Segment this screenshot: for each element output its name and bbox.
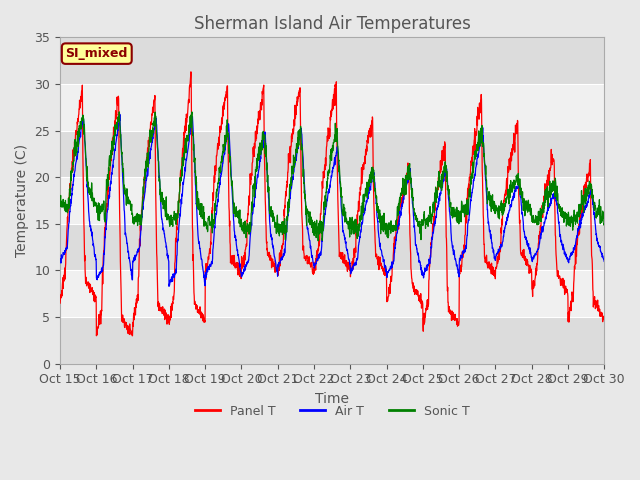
Sonic T — [553, 188, 561, 193]
Panel T — [600, 313, 608, 319]
Bar — [60, 224, 604, 270]
Panel T — [360, 160, 368, 166]
Sonic T — [348, 215, 356, 220]
Panel T — [491, 273, 499, 279]
Air T — [209, 258, 216, 264]
Air T — [360, 210, 368, 216]
Panel T — [553, 260, 561, 265]
Panel T — [93, 333, 100, 338]
Air T — [56, 259, 64, 264]
Line: Air T: Air T — [60, 114, 604, 286]
Sonic T — [360, 192, 368, 197]
Title: Sherman Island Air Temperatures: Sherman Island Air Temperatures — [194, 15, 470, 33]
Air T — [491, 254, 499, 260]
Y-axis label: Temperature (C): Temperature (C) — [15, 144, 29, 257]
Sonic T — [208, 219, 216, 225]
X-axis label: Time: Time — [315, 392, 349, 406]
Air T — [165, 283, 173, 289]
Air T — [600, 259, 608, 264]
Panel T — [187, 69, 195, 75]
Sonic T — [491, 201, 499, 206]
Sonic T — [115, 109, 123, 115]
Panel T — [209, 204, 216, 210]
Sonic T — [56, 199, 64, 204]
Text: SI_mixed: SI_mixed — [65, 47, 128, 60]
Bar — [60, 37, 604, 84]
Panel T — [568, 299, 575, 305]
Sonic T — [600, 221, 608, 227]
Sonic T — [568, 220, 575, 226]
Legend: Panel T, Air T, Sonic T: Panel T, Air T, Sonic T — [189, 400, 475, 423]
Bar — [60, 131, 604, 177]
Bar — [60, 317, 604, 364]
Panel T — [56, 300, 64, 306]
Sonic T — [314, 238, 322, 244]
Air T — [348, 267, 356, 273]
Air T — [553, 200, 561, 206]
Air T — [568, 251, 575, 257]
Line: Panel T: Panel T — [60, 72, 604, 336]
Panel T — [348, 259, 356, 264]
Line: Sonic T: Sonic T — [60, 112, 604, 241]
Air T — [116, 111, 124, 117]
